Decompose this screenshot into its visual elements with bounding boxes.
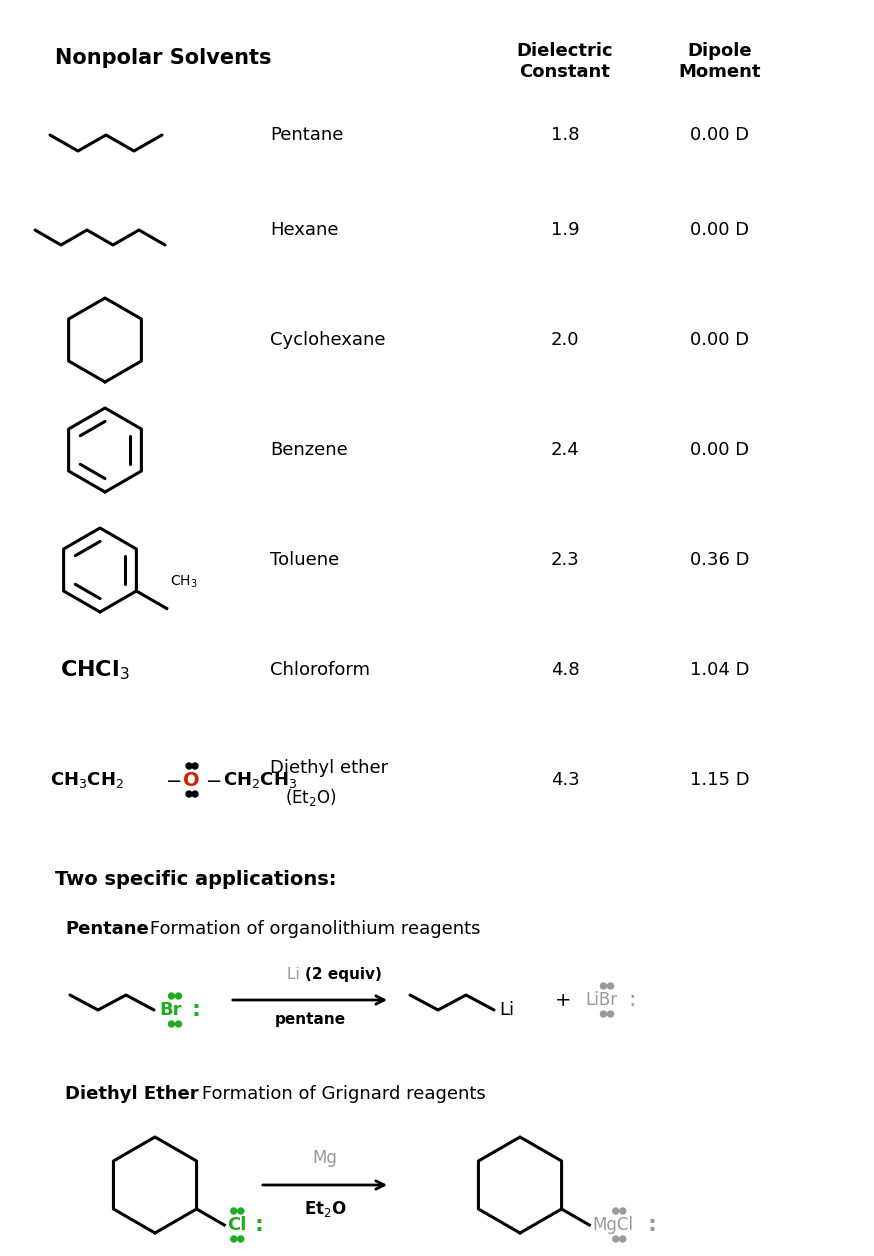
Circle shape (176, 993, 182, 999)
Text: Pentane: Pentane (65, 919, 149, 938)
Text: CH$_3$: CH$_3$ (170, 574, 198, 590)
Circle shape (192, 762, 198, 769)
Text: Cl: Cl (227, 1216, 246, 1233)
Text: Dipole
Moment: Dipole Moment (679, 41, 761, 80)
Text: $-$: $-$ (165, 770, 181, 790)
Text: 4.8: 4.8 (551, 661, 579, 679)
Text: Toluene: Toluene (270, 551, 339, 569)
Text: Mg: Mg (313, 1149, 337, 1167)
Text: Li: Li (499, 1001, 514, 1019)
Circle shape (607, 1011, 614, 1017)
Text: Benzene: Benzene (270, 441, 348, 458)
Circle shape (620, 1236, 626, 1242)
Circle shape (607, 983, 614, 988)
Text: CH$_3$CH$_2$: CH$_3$CH$_2$ (50, 770, 124, 790)
Text: $-$: $-$ (205, 770, 221, 790)
Circle shape (600, 983, 607, 988)
Text: Two specific applications:: Two specific applications: (55, 870, 336, 889)
Text: 0.00 D: 0.00 D (690, 221, 750, 239)
Circle shape (231, 1236, 237, 1242)
Circle shape (186, 762, 192, 769)
Circle shape (192, 791, 198, 798)
Circle shape (176, 1021, 182, 1027)
Text: 1.04 D: 1.04 D (690, 661, 750, 679)
Text: (Et$_2$O): (Et$_2$O) (285, 786, 336, 808)
Circle shape (600, 1011, 607, 1017)
Text: :: : (254, 1215, 263, 1235)
Text: +: + (555, 991, 572, 1010)
Circle shape (169, 993, 175, 999)
Text: 0.00 D: 0.00 D (690, 332, 750, 349)
Text: 2.0: 2.0 (551, 332, 579, 349)
Text: Diethyl ether: Diethyl ether (270, 759, 388, 777)
Circle shape (613, 1208, 619, 1215)
Text: Et$_2$O: Et$_2$O (303, 1199, 346, 1220)
Text: Hexane: Hexane (270, 221, 338, 239)
Text: MgCl: MgCl (593, 1216, 634, 1233)
Text: : Formation of Grignard reagents: : Formation of Grignard reagents (190, 1085, 486, 1103)
Text: 1.8: 1.8 (551, 126, 579, 144)
Text: 2.4: 2.4 (551, 441, 579, 458)
Text: Li: Li (288, 967, 305, 982)
Text: 2.3: 2.3 (551, 551, 579, 569)
Text: Diethyl Ether: Diethyl Ether (65, 1085, 198, 1103)
Text: : Formation of organolithium reagents: : Formation of organolithium reagents (138, 919, 481, 938)
Text: 1.9: 1.9 (551, 221, 579, 239)
Circle shape (231, 1208, 237, 1215)
Text: 0.36 D: 0.36 D (690, 551, 750, 569)
Text: pentane: pentane (274, 1012, 345, 1027)
Text: :: : (192, 1000, 201, 1020)
Circle shape (186, 791, 192, 798)
Text: :: : (648, 1215, 656, 1235)
Text: Br: Br (159, 1001, 182, 1019)
Text: :: : (628, 990, 635, 1010)
Text: Nonpolar Solvents: Nonpolar Solvents (55, 48, 272, 68)
Text: Pentane: Pentane (270, 126, 343, 144)
Circle shape (620, 1208, 626, 1215)
Circle shape (238, 1236, 244, 1242)
Text: CHCl$_3$: CHCl$_3$ (60, 658, 129, 682)
Text: 0.00 D: 0.00 D (690, 126, 750, 144)
Text: LiBr: LiBr (585, 991, 617, 1009)
Text: Chloroform: Chloroform (270, 661, 370, 679)
Text: 4.3: 4.3 (551, 771, 579, 789)
Text: O: O (183, 770, 199, 790)
Circle shape (169, 1021, 175, 1027)
Text: (2 equiv): (2 equiv) (305, 967, 382, 982)
Text: 0.00 D: 0.00 D (690, 441, 750, 458)
Text: Dielectric
Constant: Dielectric Constant (517, 41, 614, 80)
Text: Cyclohexane: Cyclohexane (270, 332, 385, 349)
Text: CH$_2$CH$_3$: CH$_2$CH$_3$ (223, 770, 297, 790)
Circle shape (613, 1236, 619, 1242)
Text: 1.15 D: 1.15 D (690, 771, 750, 789)
Circle shape (238, 1208, 244, 1215)
